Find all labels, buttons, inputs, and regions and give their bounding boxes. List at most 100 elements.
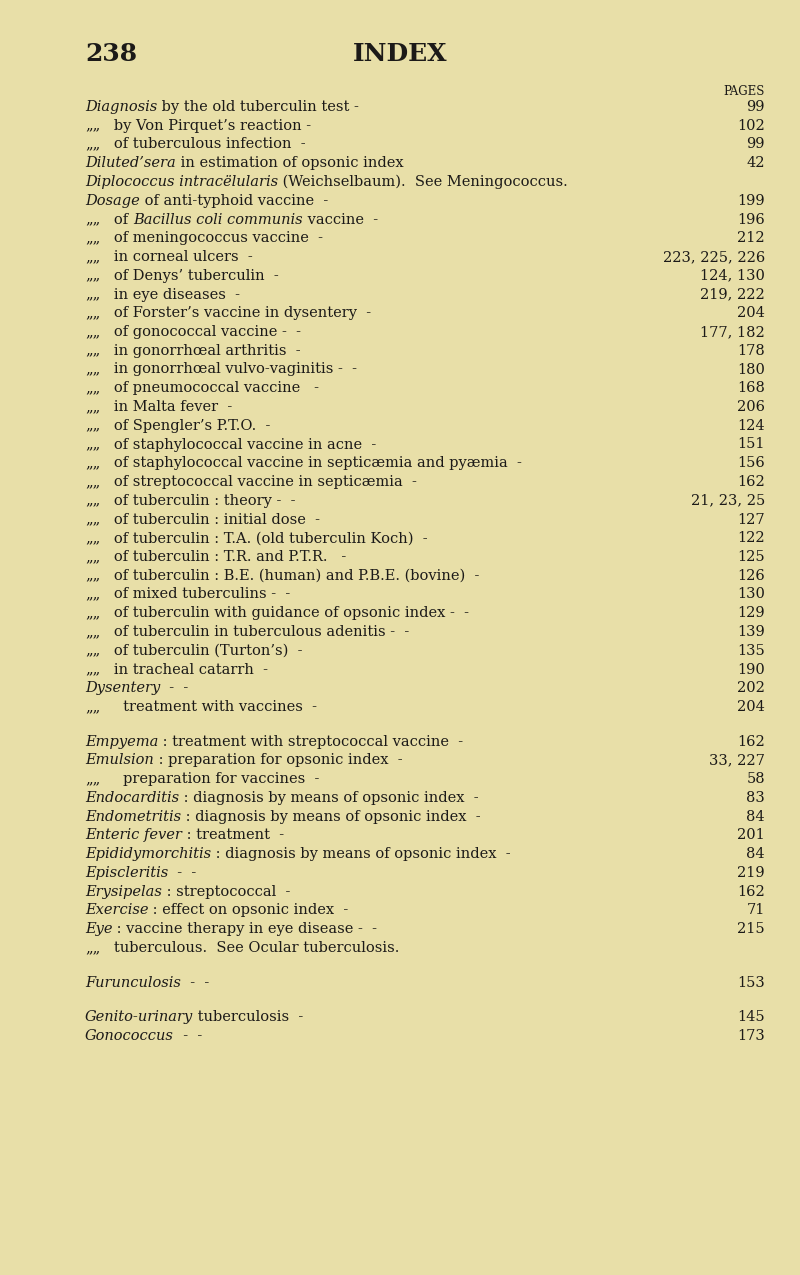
Text: INDEX: INDEX [353, 42, 447, 66]
Text: 99: 99 [746, 99, 765, 113]
Text: of tuberculin in tuberculous adenitis -  -: of tuberculin in tuberculous adenitis - … [100, 625, 410, 639]
Text: of Denys’ tuberculin  -: of Denys’ tuberculin - [100, 269, 279, 283]
Text: 122: 122 [738, 532, 765, 546]
Text: 71: 71 [746, 904, 765, 918]
Text: Gonococcus: Gonococcus [85, 1029, 174, 1043]
Text: of mixed tuberculins -  -: of mixed tuberculins - - [100, 588, 290, 602]
Text: „„: „„ [85, 306, 100, 320]
Text: 223, 225, 226: 223, 225, 226 [662, 250, 765, 264]
Text: Dysentery: Dysentery [85, 681, 160, 695]
Text: : treatment  -: : treatment - [182, 829, 284, 843]
Text: 204: 204 [737, 700, 765, 714]
Text: of Spengler’s P.T.O.  -: of Spengler’s P.T.O. - [100, 418, 270, 432]
Text: Eye: Eye [85, 922, 113, 936]
Text: 125: 125 [738, 550, 765, 564]
Text: PAGES: PAGES [724, 85, 765, 98]
Text: 124, 130: 124, 130 [700, 269, 765, 283]
Text: Exercise: Exercise [85, 904, 149, 918]
Text: of pneumococcal vaccine   -: of pneumococcal vaccine - [100, 381, 319, 395]
Text: „„: „„ [85, 287, 100, 301]
Text: 206: 206 [737, 400, 765, 414]
Text: 33, 227: 33, 227 [709, 754, 765, 768]
Text: „„: „„ [85, 400, 100, 414]
Text: in corneal ulcers  -: in corneal ulcers - [100, 250, 253, 264]
Text: Dosage: Dosage [85, 194, 140, 208]
Text: in tracheal catarrh  -: in tracheal catarrh - [100, 663, 268, 677]
Text: treatment with vaccines  -: treatment with vaccines - [100, 700, 318, 714]
Text: of tuberculin : initial dose  -: of tuberculin : initial dose - [100, 513, 320, 527]
Text: Endometritis: Endometritis [85, 810, 181, 824]
Text: 196: 196 [738, 213, 765, 227]
Text: of anti-typhoid vaccine  -: of anti-typhoid vaccine - [140, 194, 328, 208]
Text: by Von Pirquet’s reaction -: by Von Pirquet’s reaction - [100, 119, 311, 133]
Text: Emulsion: Emulsion [85, 754, 154, 768]
Text: : treatment with streptococcal vaccine  -: : treatment with streptococcal vaccine - [158, 734, 463, 748]
Text: 238: 238 [85, 42, 137, 66]
Text: 202: 202 [737, 681, 765, 695]
Text: „„: „„ [85, 456, 100, 470]
Text: 162: 162 [738, 476, 765, 490]
Text: by the old tuberculin test -: by the old tuberculin test - [158, 99, 359, 113]
Text: of tuberculin : B.E. (human) and P.B.E. (bovine)  -: of tuberculin : B.E. (human) and P.B.E. … [100, 569, 480, 583]
Text: Bacillus coli communis: Bacillus coli communis [133, 213, 302, 227]
Text: 156: 156 [738, 456, 765, 470]
Text: 127: 127 [738, 513, 765, 527]
Text: of tuberculin : T.A. (old tuberculin Koch)  -: of tuberculin : T.A. (old tuberculin Koc… [100, 532, 428, 546]
Text: of gonococcal vaccine -  -: of gonococcal vaccine - - [100, 325, 302, 339]
Text: „„: „„ [85, 532, 100, 546]
Text: Diplococcus intracëlularis: Diplococcus intracëlularis [85, 175, 278, 189]
Text: of streptococcal vaccine in septicæmia  -: of streptococcal vaccine in septicæmia - [100, 476, 417, 490]
Text: 219: 219 [738, 866, 765, 880]
Text: „„: „„ [85, 493, 100, 507]
Text: 129: 129 [738, 606, 765, 620]
Text: „„: „„ [85, 663, 100, 677]
Text: 126: 126 [738, 569, 765, 583]
Text: 42: 42 [746, 157, 765, 171]
Text: „„: „„ [85, 250, 100, 264]
Text: 139: 139 [738, 625, 765, 639]
Text: : streptococcal  -: : streptococcal - [162, 885, 290, 899]
Text: „„: „„ [85, 362, 100, 376]
Text: 102: 102 [738, 119, 765, 133]
Text: „„: „„ [85, 644, 100, 658]
Text: Episcleritis: Episcleritis [85, 866, 168, 880]
Text: in eye diseases  -: in eye diseases - [100, 287, 240, 301]
Text: of tuberculous infection  -: of tuberculous infection - [100, 138, 306, 152]
Text: 199: 199 [738, 194, 765, 208]
Text: of tuberculin (Turton’s)  -: of tuberculin (Turton’s) - [100, 644, 302, 658]
Text: „„: „„ [85, 138, 100, 152]
Text: in Malta fever  -: in Malta fever - [100, 400, 233, 414]
Text: : effect on opsonic index  -: : effect on opsonic index - [149, 904, 349, 918]
Text: „„: „„ [85, 625, 100, 639]
Text: -  -: - - [160, 681, 189, 695]
Text: 177, 182: 177, 182 [700, 325, 765, 339]
Text: : preparation for opsonic index  -: : preparation for opsonic index - [154, 754, 402, 768]
Text: „„: „„ [85, 550, 100, 564]
Text: 219, 222: 219, 222 [700, 287, 765, 301]
Text: preparation for vaccines  -: preparation for vaccines - [100, 773, 320, 787]
Text: „„: „„ [85, 569, 100, 583]
Text: in estimation of opsonic index: in estimation of opsonic index [176, 157, 403, 171]
Text: „„: „„ [85, 700, 100, 714]
Text: Diluted’sera: Diluted’sera [85, 157, 176, 171]
Text: of tuberculin with guidance of opsonic index -  -: of tuberculin with guidance of opsonic i… [100, 606, 470, 620]
Text: tuberculous.  See Ocular tuberculosis.: tuberculous. See Ocular tuberculosis. [100, 941, 400, 955]
Text: „„: „„ [85, 381, 100, 395]
Text: -  -: - - [181, 975, 209, 989]
Text: 21, 23, 25: 21, 23, 25 [690, 493, 765, 507]
Text: 215: 215 [738, 922, 765, 936]
Text: : vaccine therapy in eye disease -  -: : vaccine therapy in eye disease - - [113, 922, 378, 936]
Text: of tuberculin : T.R. and P.T.R.   -: of tuberculin : T.R. and P.T.R. - [100, 550, 346, 564]
Text: „„: „„ [85, 418, 100, 432]
Text: 180: 180 [737, 362, 765, 376]
Text: 190: 190 [738, 663, 765, 677]
Text: „„: „„ [85, 606, 100, 620]
Text: „„: „„ [85, 231, 100, 245]
Text: Empyema: Empyema [85, 734, 158, 748]
Text: 124: 124 [738, 418, 765, 432]
Text: -  -: - - [174, 1029, 202, 1043]
Text: 162: 162 [738, 885, 765, 899]
Text: „„: „„ [85, 588, 100, 602]
Text: of tuberculin : theory -  -: of tuberculin : theory - - [100, 493, 296, 507]
Text: 212: 212 [738, 231, 765, 245]
